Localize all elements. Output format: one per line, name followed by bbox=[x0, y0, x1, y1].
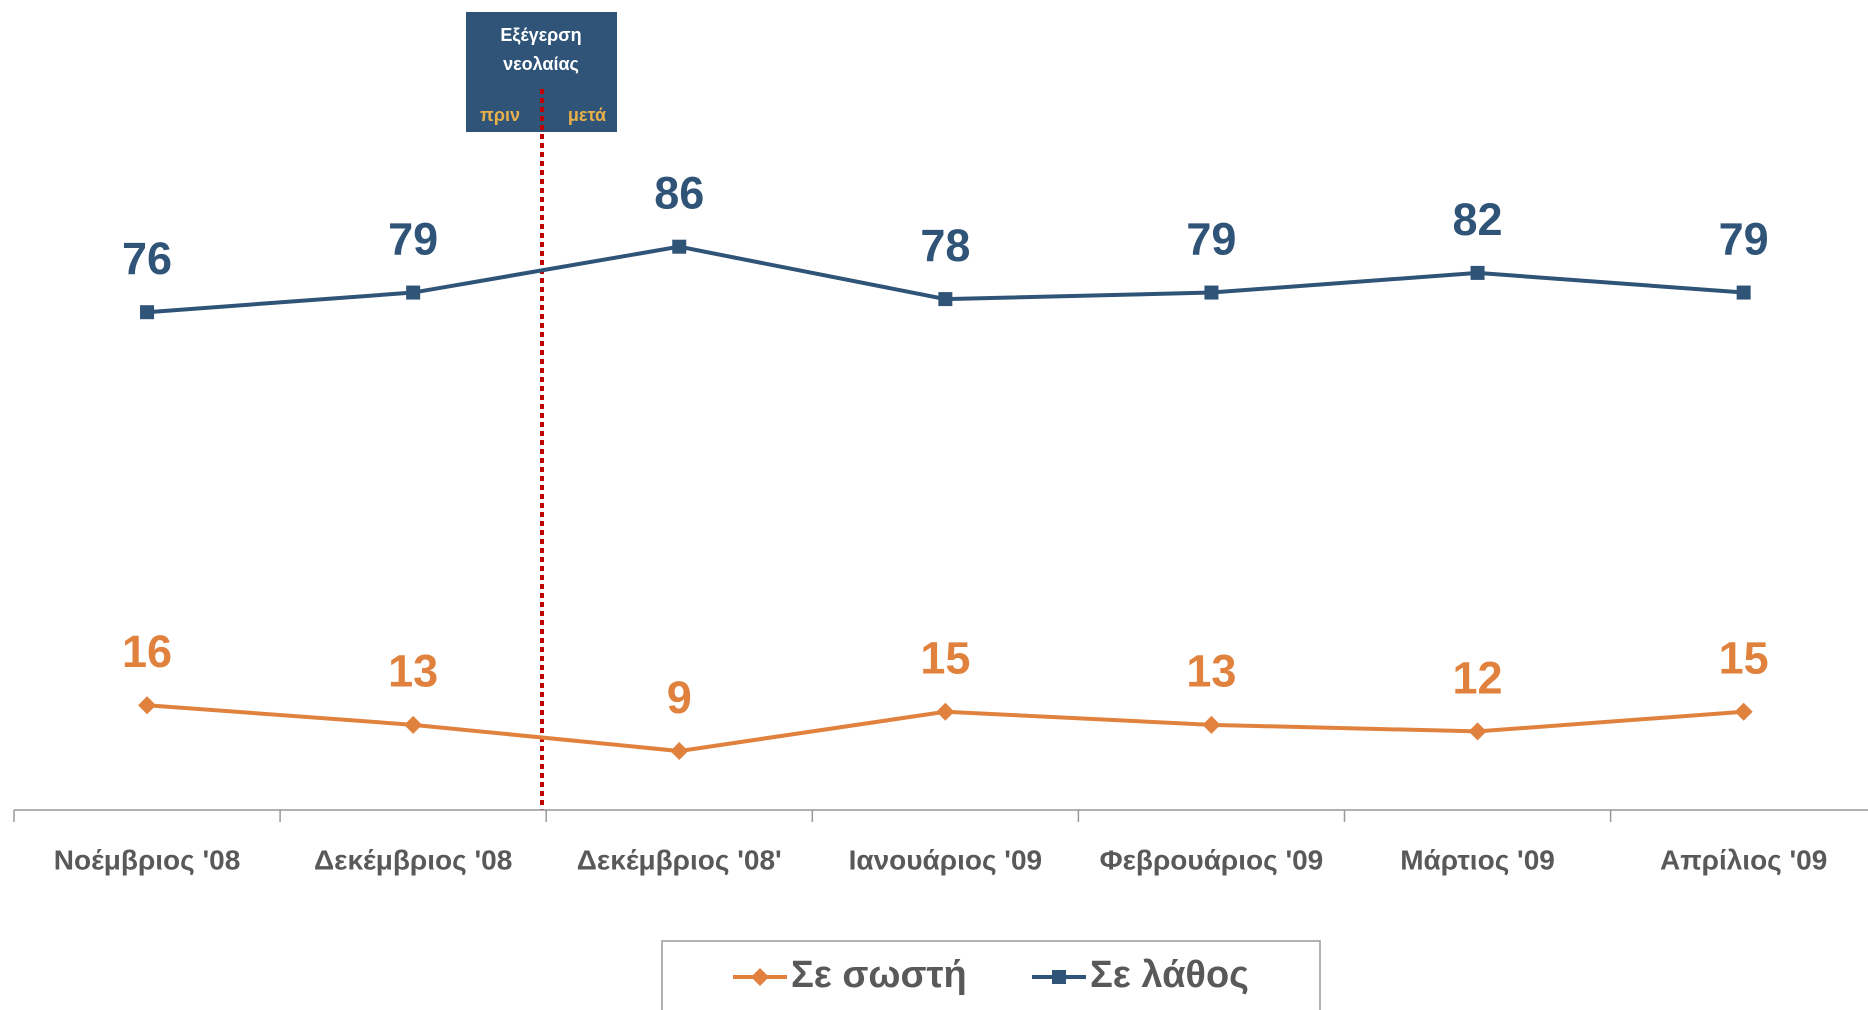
data-label: 76 bbox=[122, 233, 172, 284]
x-tick-label: Δεκέμβριος '08 bbox=[314, 844, 512, 875]
data-label: 15 bbox=[920, 633, 970, 684]
marker bbox=[938, 292, 953, 307]
data-label: 82 bbox=[1453, 194, 1503, 245]
x-tick-label: Ιανουάριος '09 bbox=[849, 844, 1043, 875]
marker bbox=[406, 285, 421, 300]
marker bbox=[404, 715, 423, 734]
data-label: 13 bbox=[1186, 646, 1236, 697]
annotation-title: Εξέγερση bbox=[500, 25, 581, 46]
x-tick-label: Μάρτιος '09 bbox=[1400, 844, 1555, 875]
marker bbox=[1202, 715, 1221, 734]
marker bbox=[1736, 285, 1751, 300]
data-label: 16 bbox=[122, 626, 172, 677]
data-label: 79 bbox=[388, 213, 438, 264]
legend-marker bbox=[751, 968, 769, 986]
annotation-after: μετά bbox=[568, 105, 606, 125]
marker bbox=[138, 696, 157, 715]
marker bbox=[936, 702, 955, 721]
legend-marker bbox=[1052, 970, 1066, 984]
data-label: 86 bbox=[654, 168, 704, 219]
marker bbox=[1468, 722, 1487, 741]
marker bbox=[670, 742, 689, 761]
data-label: 78 bbox=[920, 220, 970, 271]
marker bbox=[140, 305, 155, 320]
marker bbox=[1734, 702, 1753, 721]
x-tick-label: Απρίλιος '09 bbox=[1660, 844, 1827, 875]
data-label: 9 bbox=[667, 672, 692, 723]
x-tick-label: Δεκέμβριος '08' bbox=[577, 844, 782, 875]
marker bbox=[672, 239, 687, 254]
annotation-title: νεολαίας bbox=[503, 54, 579, 74]
data-label: 79 bbox=[1186, 213, 1236, 264]
marker bbox=[1204, 285, 1219, 300]
legend-label: Σε λάθος bbox=[1090, 954, 1249, 996]
legend-label: Σε σωστή bbox=[791, 954, 967, 996]
data-label: 15 bbox=[1719, 633, 1769, 684]
x-tick-label: Φεβρουάριος '09 bbox=[1100, 844, 1324, 875]
x-tick-label: Νοέμβριος '08 bbox=[54, 844, 241, 875]
data-label: 79 bbox=[1719, 213, 1769, 264]
data-label: 12 bbox=[1453, 652, 1503, 703]
marker bbox=[1470, 265, 1485, 280]
annotation-before: πριν bbox=[480, 105, 520, 125]
data-label: 13 bbox=[388, 646, 438, 697]
legend-box bbox=[661, 940, 1321, 1010]
